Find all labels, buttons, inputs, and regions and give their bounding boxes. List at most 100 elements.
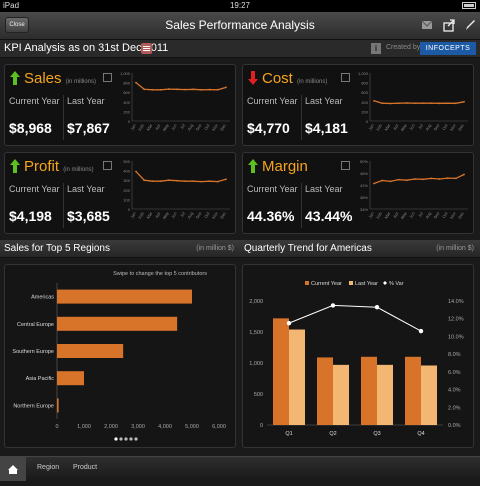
info-icon[interactable]: i bbox=[371, 43, 381, 54]
y-tick-label: 42% bbox=[360, 183, 368, 188]
quarter-bar[interactable] bbox=[289, 329, 305, 425]
x-tick-label: Jan bbox=[129, 123, 137, 131]
page-indicator-dot[interactable] bbox=[129, 437, 133, 441]
last-year-value: $4,181 bbox=[305, 120, 348, 136]
kpi-card-margin[interactable]: Margin Current Year Last Year 44.36% 43.44%… bbox=[242, 152, 474, 234]
expand-icon[interactable] bbox=[103, 161, 112, 170]
sparkline-series bbox=[135, 82, 227, 91]
sparkline-point bbox=[397, 178, 400, 181]
quarter-bar[interactable] bbox=[377, 364, 393, 425]
pen-icon[interactable] bbox=[463, 18, 477, 32]
x-tick-label: 3,000 bbox=[131, 424, 145, 430]
sparkline-point bbox=[225, 86, 227, 89]
regions-chart-panel[interactable]: Swipe to change the top 5 contributors 0 1… bbox=[4, 264, 236, 448]
sparkline-axis bbox=[369, 161, 468, 210]
tab-product[interactable]: Product bbox=[73, 464, 98, 471]
menu-icon[interactable] bbox=[141, 43, 152, 54]
mail-icon[interactable] bbox=[420, 18, 434, 32]
x-tick-label: 5,000 bbox=[185, 424, 199, 430]
sparkline-point bbox=[176, 88, 178, 91]
y-tick-label: 800 bbox=[361, 81, 368, 86]
category-label: Central Europe bbox=[17, 322, 54, 328]
region-bar[interactable] bbox=[57, 371, 84, 386]
sparkline-point bbox=[192, 180, 195, 183]
y-tick-label: 400 bbox=[123, 100, 130, 105]
y-tick-label: 400 bbox=[123, 169, 130, 174]
kpi-title: KPI Analysis as on 31st Dec 2011 bbox=[4, 42, 169, 54]
var-point[interactable] bbox=[330, 303, 336, 308]
x-tick-label: Feb bbox=[375, 210, 383, 219]
page-indicator-dot[interactable] bbox=[134, 437, 138, 441]
x-tick-label: 4,000 bbox=[158, 424, 172, 430]
quarter-bar[interactable] bbox=[333, 364, 349, 425]
kpi-card-cost[interactable]: Cost (in millions) Current Year Last Year $… bbox=[242, 64, 474, 146]
x-tick-label: Jun bbox=[170, 211, 178, 219]
y-tick-label: 1,000 bbox=[120, 71, 131, 76]
expand-icon[interactable] bbox=[341, 161, 350, 170]
y-tick-label: 0 bbox=[128, 119, 131, 124]
expand-icon[interactable] bbox=[103, 73, 112, 82]
region-bar[interactable] bbox=[57, 398, 59, 413]
x-tick-label: Nov bbox=[211, 123, 219, 132]
sparkline-point bbox=[208, 180, 211, 183]
var-point[interactable] bbox=[374, 305, 380, 310]
quarter-bar[interactable] bbox=[317, 357, 333, 425]
sparkline-point bbox=[200, 180, 203, 183]
region-bar[interactable] bbox=[57, 316, 178, 331]
kpi-unit: (in millions) bbox=[65, 79, 97, 85]
current-year-label: Current Year bbox=[247, 96, 298, 106]
quarter-bar[interactable] bbox=[273, 318, 289, 425]
kpi-card-sales[interactable]: Sales (in millions) Current Year Last Year… bbox=[4, 64, 236, 146]
sparkline-series bbox=[135, 171, 227, 183]
x-tick-label: Aug bbox=[424, 123, 432, 132]
y-tick-label: 800 bbox=[123, 81, 130, 86]
x-tick-label: Dec bbox=[457, 211, 465, 220]
y-tick-label: 100 bbox=[123, 197, 130, 202]
regions-bar-chart[interactable]: Swipe to change the top 5 contributors 0 1… bbox=[5, 265, 237, 449]
x-tick-label: Dec bbox=[457, 123, 465, 132]
kpi-card-profit[interactable]: Profit (in millions) Current Year Last Yea… bbox=[4, 152, 236, 234]
sparkline-point bbox=[135, 170, 137, 173]
quarterly-trend-chart[interactable]: Current Year Last Year % Var 2,000 1,500 1,00… bbox=[243, 265, 475, 449]
var-point[interactable] bbox=[418, 328, 424, 334]
tab-home[interactable] bbox=[0, 457, 26, 481]
share-icon[interactable] bbox=[442, 18, 456, 32]
trend-chart-panel[interactable]: Current Year Last Year % Var 2,000 1,500 1,00… bbox=[242, 264, 474, 448]
trend-up-arrow-icon bbox=[10, 159, 20, 173]
close-button[interactable]: Close bbox=[5, 17, 29, 33]
sparkline-point bbox=[192, 88, 195, 91]
regions-unit: (in million $) bbox=[196, 245, 234, 252]
sparkline-point bbox=[397, 102, 400, 105]
x-tick-label: May bbox=[399, 211, 407, 220]
legend-marker bbox=[383, 281, 387, 285]
x-tick-label: Sep bbox=[432, 122, 440, 131]
x-tick-label: Aug bbox=[186, 211, 194, 220]
x-tick-label: Jul bbox=[179, 211, 186, 218]
quarter-bar[interactable] bbox=[421, 365, 437, 425]
sparkline-point bbox=[176, 179, 178, 182]
var-point[interactable] bbox=[286, 320, 292, 326]
kpi-unit: (in millions) bbox=[63, 167, 94, 173]
trend-up-arrow-icon bbox=[248, 159, 258, 173]
legend-label: Last Year bbox=[355, 281, 378, 287]
tab-region[interactable]: Region bbox=[37, 464, 60, 471]
page-indicator-dot[interactable] bbox=[124, 437, 128, 441]
region-bar[interactable] bbox=[57, 344, 124, 358]
region-bar[interactable] bbox=[57, 289, 192, 304]
expand-icon[interactable] bbox=[341, 73, 350, 82]
sparkline-point bbox=[414, 102, 416, 105]
x-tick-label: Jan bbox=[367, 123, 375, 131]
quarter-bar[interactable] bbox=[405, 356, 421, 425]
sparkline-axis bbox=[131, 161, 230, 210]
last-year-value: $3,685 bbox=[67, 208, 110, 224]
kpi-sparkline-chart: 50% 46% 42% 38% 34%Jan Feb Mar Apr May Jun Jul Aug S… bbox=[360, 159, 468, 220]
current-year-value: $4,770 bbox=[247, 120, 290, 136]
quarter-bar[interactable] bbox=[361, 356, 377, 425]
page-indicator-dot[interactable] bbox=[119, 437, 123, 441]
y-tick-label: 600 bbox=[123, 90, 130, 95]
current-year-value: $4,198 bbox=[9, 208, 52, 224]
page-indicator-dot[interactable] bbox=[114, 437, 118, 441]
y-tick-label: 2,000 bbox=[249, 299, 263, 305]
x-tick-label: Apr bbox=[154, 122, 162, 130]
